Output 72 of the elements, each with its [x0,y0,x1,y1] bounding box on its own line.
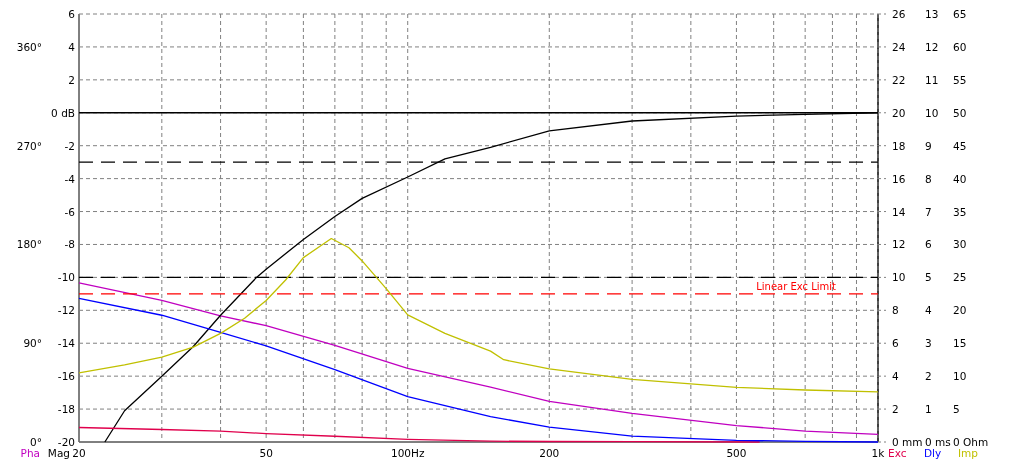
y2-tick-label: 13 [925,8,939,20]
y3-tick-label: 5 [953,403,960,416]
y-tick-label: -6 [64,205,76,218]
y2-tick-label: 90° [23,337,42,350]
y-tick-label: 0 dB [51,106,75,119]
y-tick-label: 8 [892,304,899,317]
y-tick-label: 24 [892,40,906,53]
y2-tick-label: 11 [925,73,939,86]
y-tick-label: -16 [57,370,76,383]
y-tick-label: -4 [64,172,76,185]
y2-tick-label: 8 [925,172,932,185]
y-tick-label: 18 [892,139,906,152]
y-tick-label: 20 [892,106,906,119]
y-tick-label: -8 [64,238,75,251]
y3-tick-label: 15 [953,337,967,350]
y2-axis-title: Dly [924,447,942,459]
y2-tick-label: 12 [925,40,939,53]
y-tick-label: 16 [892,172,906,185]
y2-tick-label: 5 [925,271,932,284]
y3-tick-label: 55 [953,73,967,86]
y3-axis-title: Imp [958,447,979,459]
y2-tick-label: 180° [16,238,42,251]
x-tick-label: 500 [726,447,747,459]
y2-tick-label: 1 [925,403,932,416]
x-tick-label: 100Hz [390,447,425,459]
y2-tick-label: 6 [925,238,932,251]
y2-tick-label: 10 [925,106,939,119]
y2-tick-label: 9 [925,139,932,152]
y-tick-label: -20 [57,436,75,448]
y3-tick-label: 50 [953,106,967,119]
y-tick-label: -10 [57,271,75,284]
y-tick-label: 10 [892,271,906,284]
y2-tick-label: 270° [16,139,42,152]
y-tick-label: 14 [892,205,906,218]
y-tick-label: 2 [68,73,75,86]
x-tick-label: 50 [259,447,273,459]
x-tick-label: 200 [539,447,560,459]
y-axis-title: Exc [888,447,907,459]
y-tick-label: -2 [64,139,75,152]
y-tick-label: 6 [68,8,76,20]
y3-tick-label: 10 [953,370,967,383]
y3-tick-label: 65 [953,8,967,20]
y3-tick-label: 25 [953,271,967,284]
y2-tick-label: 2 [925,370,932,383]
y3-tick-label: 60 [953,40,967,53]
y-tick-label: -18 [57,403,75,416]
y3-tick-label: 35 [953,205,967,218]
y-tick-label: 26 [892,8,906,20]
y-axis-title: Mag [47,447,70,459]
y2-tick-label: 7 [925,205,932,218]
y2-axis-title: Pha [20,447,40,459]
y2-tick-label: 4 [925,304,932,317]
x-tick-label: 1k [871,447,886,459]
y3-tick-label: 30 [953,238,967,251]
y-tick-label: 6 [892,337,899,350]
y-tick-label: 12 [892,238,906,251]
y2-tick-label: 360° [16,40,42,53]
y-tick-label: 22 [892,73,906,86]
y-tick-label: -14 [57,337,76,350]
y3-tick-label: 20 [953,304,967,317]
y-tick-label: 2 [892,403,899,416]
y-tick-label: 0 mm [892,436,923,448]
y2-tick-label: 0 ms [925,436,951,448]
ref-line-label: Linear Exc Limit [756,280,837,292]
y3-tick-label: 40 [953,172,967,185]
y2-tick-label: 0° [30,436,42,448]
y-tick-label: -12 [57,304,75,317]
y2-tick-label: 3 [925,337,932,350]
y3-tick-label: 45 [953,139,967,152]
y3-tick-label: 0 Ohm [953,436,989,448]
y-tick-label: 4 [892,370,899,383]
y-tick-label: 4 [68,40,76,53]
